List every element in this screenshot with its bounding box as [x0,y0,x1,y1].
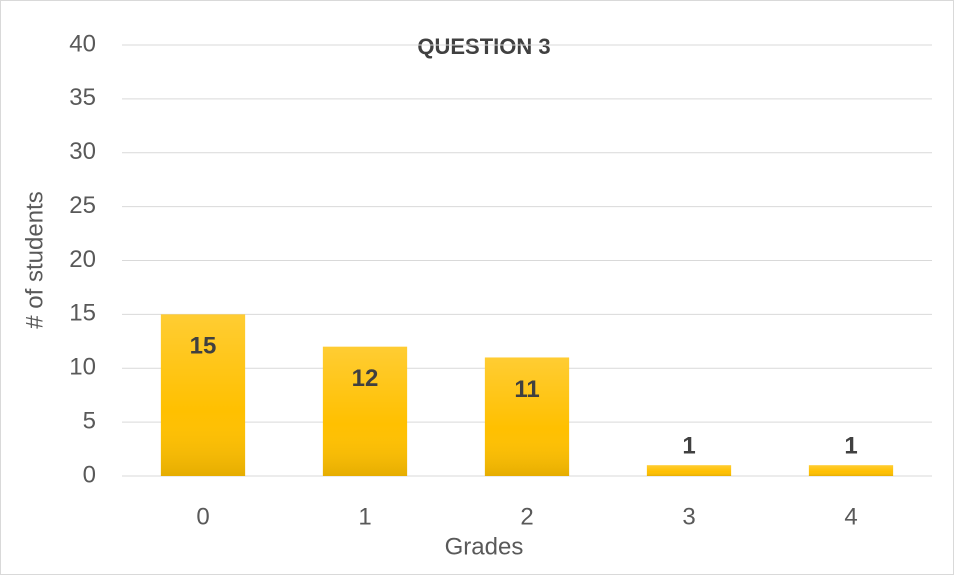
y-tick-label: 5 [83,407,96,434]
data-label: 12 [352,365,379,392]
data-label: 15 [190,333,217,360]
data-label: 1 [682,433,695,460]
data-label: 11 [514,376,539,403]
y-tick-label: 0 [83,461,96,488]
bar-shade [646,465,732,476]
x-tick-label: 3 [682,503,695,530]
bar-shade [160,314,246,476]
x-tick-label: 4 [844,503,857,530]
bar-shade [322,346,408,476]
x-axis-label: Grades [445,533,524,560]
x-tick-label: 0 [196,503,209,530]
x-tick-label: 1 [358,503,371,530]
y-tick-label: 35 [69,84,96,111]
y-tick-label: 25 [69,192,96,219]
y-tick-label: 30 [69,138,96,165]
bar-shade [808,465,894,476]
chart-title: QUESTION 3 [417,34,550,59]
y-axis-label: # of students [21,191,48,328]
y-tick-label: 15 [69,300,96,327]
x-tick-label: 2 [520,503,533,530]
bar-shade [484,357,570,476]
y-tick-label: 10 [69,354,96,381]
y-tick-label: 20 [69,246,96,273]
data-label: 1 [844,433,857,460]
y-tick-label: 40 [69,30,96,57]
